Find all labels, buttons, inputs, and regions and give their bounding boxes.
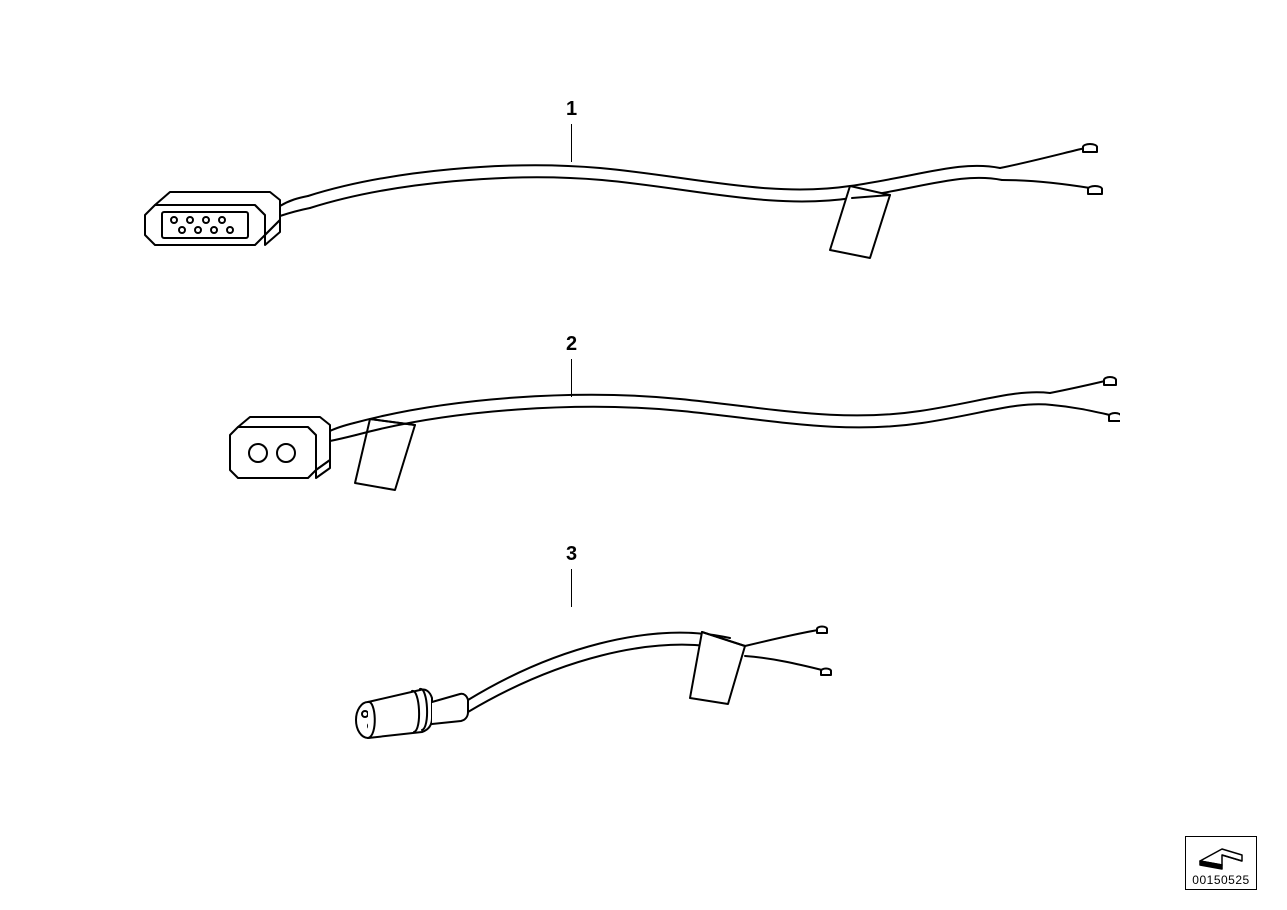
connector-2pin-rect — [230, 417, 356, 478]
part-3-cable-assembly — [350, 590, 910, 760]
callout-2-line — [571, 359, 572, 397]
callout-1-line — [571, 124, 572, 162]
callout-2-label: 2 — [566, 333, 577, 356]
callout-1-label: 1 — [566, 98, 577, 121]
technical-diagram: 1 2 3 00150525 — [0, 0, 1287, 910]
callout-3-label: 3 — [566, 543, 577, 566]
diagram-id-text: 00150525 — [1192, 873, 1250, 887]
connector-2pin-round — [356, 689, 468, 738]
callout-3-line — [571, 569, 572, 607]
part-2-cable-assembly — [220, 375, 1120, 535]
diagram-id-badge: 00150525 — [1185, 836, 1257, 890]
part-1-cable-assembly — [130, 140, 1120, 320]
connector-8pin — [145, 192, 310, 245]
arrow-icon — [1192, 841, 1250, 871]
